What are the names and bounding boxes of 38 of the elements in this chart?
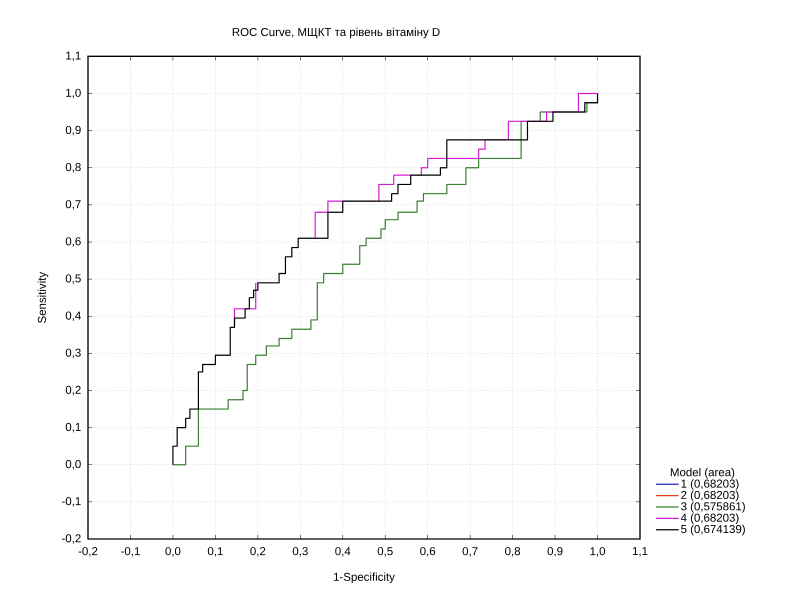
legend-label: 3 (0,575861) (681, 502, 745, 513)
legend-label: 2 (0,68203) (681, 490, 739, 502)
y-tick-label: 0,6 (66, 237, 81, 247)
y-tick-label: 0,0 (66, 460, 81, 470)
x-tick-label: 0,0 (165, 547, 180, 557)
x-tick-label: 0,1 (208, 547, 223, 557)
legend-label: 5 (0,674139) (681, 524, 745, 536)
x-axis-title: 1-Specificity (334, 572, 395, 584)
y-tick-label: 0,1 (66, 422, 81, 432)
x-tick-label: 0,9 (548, 547, 563, 557)
y-tick-label: 0,7 (66, 200, 81, 210)
legend-label: 4 (0,68203) (680, 513, 739, 524)
x-tick-label: 1,1 (632, 547, 648, 556)
x-tick-label: 0,7 (462, 547, 478, 557)
x-tick-label: 0,5 (378, 547, 393, 557)
chart-title: ROC Curve, МЩКТ та рівень вітаміну D (232, 28, 440, 38)
y-tick-label: 0,8 (66, 162, 81, 172)
y-tick-label: -0,1 (62, 497, 81, 507)
legend-label: 1 (0,68203) (681, 479, 739, 490)
x-tick-label: 0,2 (250, 547, 266, 557)
x-tick-label: -0,1 (121, 547, 140, 557)
y-axis-title: Sensitivity (38, 272, 48, 323)
x-tick-label: 0,3 (292, 547, 308, 557)
y-tick-label: 0,9 (66, 126, 81, 136)
x-tick-label: 0,4 (335, 547, 350, 557)
x-tick-label: -0,2 (78, 547, 98, 557)
y-tick-label: 1,1 (66, 52, 81, 62)
y-tick-label: 0,3 (66, 348, 81, 358)
line-series (172, 92, 598, 466)
y-tick-label: 1,0 (66, 88, 81, 98)
x-tick-label: 0,8 (505, 547, 520, 557)
x-tick-label: 0,6 (420, 547, 436, 557)
y-tick-label: 0,2 (66, 386, 81, 396)
y-tick-label: 0,4 (66, 311, 81, 321)
y-tick-label: -0,2 (62, 534, 81, 544)
legend-title: Model (area) (670, 468, 734, 479)
y-tick-label: 0,5 (66, 274, 81, 284)
x-tick-label: 1,0 (590, 547, 606, 557)
